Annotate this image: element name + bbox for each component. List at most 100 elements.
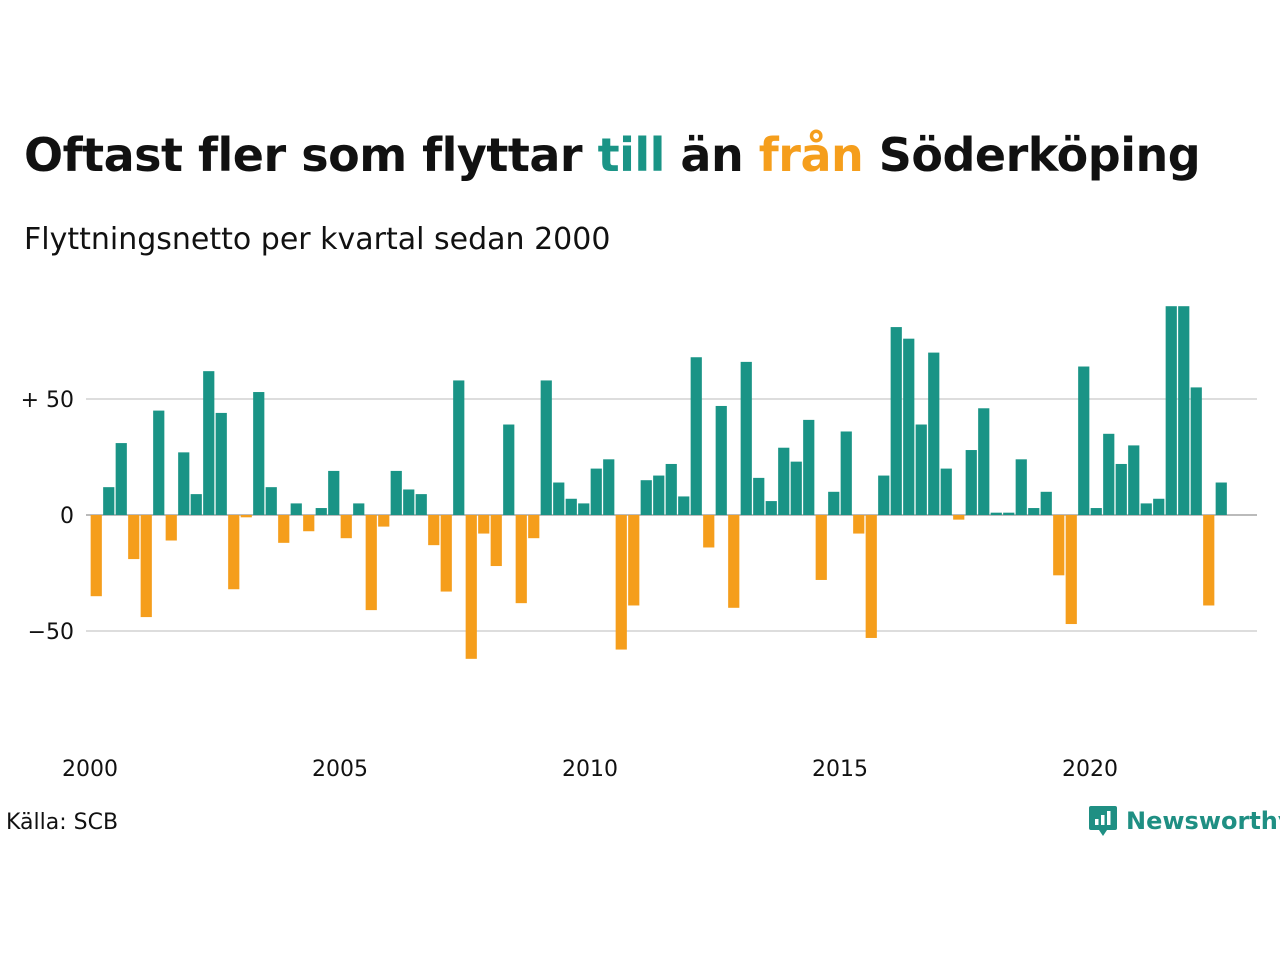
x-tick-label: 2010	[562, 757, 618, 782]
bar	[503, 424, 515, 515]
bar	[778, 447, 790, 515]
bar	[1040, 491, 1052, 515]
bar	[215, 412, 227, 515]
bar	[765, 501, 777, 515]
bar	[1128, 445, 1140, 515]
bar	[365, 515, 377, 611]
bar	[990, 512, 1002, 515]
bar	[553, 482, 565, 515]
bar	[740, 361, 752, 515]
bar	[1090, 508, 1102, 515]
bar	[453, 380, 465, 515]
bar	[790, 461, 802, 515]
bar	[590, 468, 602, 515]
bar	[690, 357, 702, 515]
bar	[440, 515, 452, 592]
bar	[528, 515, 540, 539]
bar	[415, 494, 427, 515]
bar	[603, 459, 615, 515]
bar	[340, 515, 352, 539]
bar	[753, 477, 765, 515]
bar	[1178, 306, 1190, 515]
bars	[90, 306, 1227, 659]
bar	[190, 494, 202, 515]
title-fran: från	[758, 128, 864, 182]
bar	[240, 515, 252, 518]
title-part-3: Söderköping	[863, 128, 1201, 182]
bar	[353, 503, 365, 515]
bar	[903, 338, 915, 515]
y-tick-label: 0	[60, 504, 74, 529]
y-tick-label: −50	[28, 620, 74, 645]
bar	[953, 515, 965, 520]
bar	[640, 480, 652, 515]
bar	[490, 515, 502, 567]
bar	[303, 515, 315, 532]
bar	[1140, 503, 1152, 515]
bar	[403, 489, 415, 515]
bar	[1203, 515, 1215, 606]
bar	[1053, 515, 1065, 576]
bar	[465, 515, 477, 659]
newsworthy-logo-text: Newsworthy	[1126, 807, 1280, 835]
bar	[265, 487, 277, 515]
bar	[315, 508, 327, 515]
bar	[378, 515, 390, 527]
bar	[840, 431, 852, 515]
bar	[940, 468, 952, 515]
bar	[1015, 459, 1027, 515]
x-axis-labels: 2000 2005 2010 2015 2020	[62, 757, 1118, 782]
y-axis-labels: + 50 0 −50	[21, 388, 74, 645]
bar	[1153, 498, 1165, 515]
bar	[853, 515, 865, 534]
bar	[865, 515, 877, 638]
bar	[828, 491, 840, 515]
bar	[978, 408, 990, 515]
title-part-1: Oftast fler som flyttar	[24, 128, 598, 182]
y-tick-label: + 50	[21, 388, 74, 413]
bar	[1115, 463, 1127, 515]
bar	[890, 327, 902, 515]
bar	[115, 443, 127, 515]
bar	[1003, 512, 1015, 515]
bar	[703, 515, 715, 548]
bar	[290, 503, 302, 515]
source-note: Källa: SCB	[6, 810, 119, 835]
bar	[628, 515, 640, 606]
bar	[278, 515, 290, 543]
bar	[1190, 387, 1202, 515]
bar	[153, 410, 165, 515]
title-till: till	[597, 128, 666, 182]
bar	[678, 496, 690, 515]
bar	[578, 503, 590, 515]
x-tick-label: 2015	[812, 757, 868, 782]
chart-subtitle: Flyttningsnetto per kvartal sedan 2000	[24, 222, 611, 257]
bar	[915, 424, 927, 515]
bar	[178, 452, 190, 515]
bar	[515, 515, 527, 604]
bar	[203, 371, 215, 515]
bar	[328, 470, 340, 515]
bar	[165, 515, 177, 541]
newsworthy-logo: Newsworthy	[1088, 804, 1280, 838]
bar	[803, 419, 815, 515]
bar	[253, 392, 265, 515]
bar	[815, 515, 827, 580]
bar	[228, 515, 240, 590]
bar	[103, 487, 115, 515]
bar	[1065, 515, 1077, 625]
bar	[1215, 482, 1227, 515]
bar	[478, 515, 490, 534]
bar	[428, 515, 440, 546]
bar	[1103, 433, 1115, 515]
bar	[140, 515, 152, 618]
x-tick-label: 2005	[312, 757, 368, 782]
bar	[128, 515, 140, 560]
bar	[1028, 508, 1040, 515]
bar-chart: + 50 0 −50 2000 2005 2010 2015 2020	[21, 306, 1257, 782]
bar	[1165, 306, 1177, 515]
bar	[615, 515, 627, 650]
x-tick-label: 2020	[1062, 757, 1118, 782]
bar	[1078, 366, 1090, 515]
bar	[878, 475, 890, 515]
